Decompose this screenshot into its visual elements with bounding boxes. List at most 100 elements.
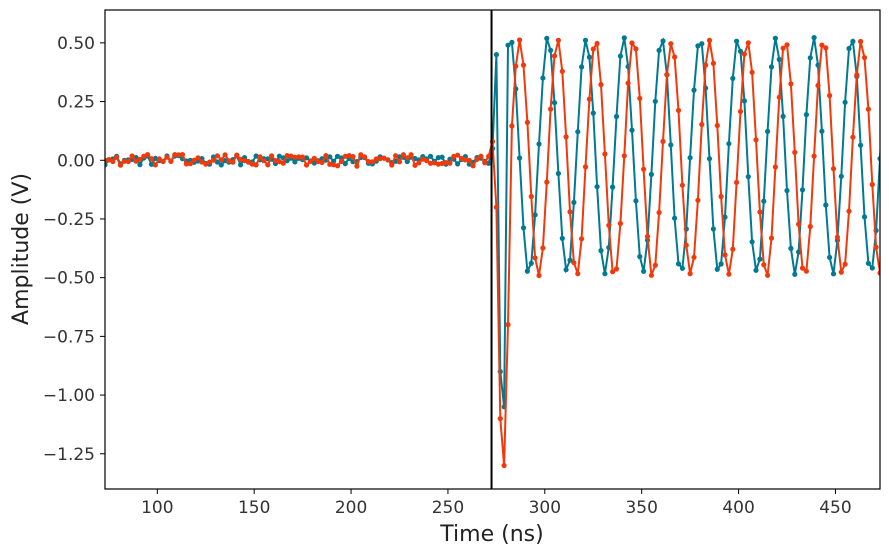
data-point — [319, 159, 325, 165]
data-point — [551, 100, 558, 106]
data-point — [819, 128, 825, 134]
data-point — [478, 153, 484, 159]
data-point — [160, 158, 166, 165]
data-point — [668, 142, 674, 148]
data-point — [827, 254, 833, 260]
data-point — [152, 162, 158, 168]
data-point — [455, 161, 461, 167]
data-point — [734, 38, 740, 44]
x-tick-label: 350 — [625, 498, 657, 518]
data-point — [780, 113, 786, 119]
data-point — [850, 38, 856, 45]
data-point — [811, 35, 817, 41]
data-point — [745, 174, 751, 180]
data-point — [168, 158, 174, 164]
data-point — [803, 112, 810, 118]
data-point — [858, 38, 864, 45]
data-point — [373, 156, 379, 162]
data-point — [846, 208, 852, 214]
data-point — [633, 198, 639, 204]
data-point — [652, 98, 658, 104]
data-point — [842, 261, 848, 267]
data-point — [234, 152, 240, 158]
data-point — [183, 161, 189, 167]
data-point — [334, 153, 341, 159]
y-tick-label: 0.00 — [57, 151, 95, 171]
y-tick-label: −1.00 — [43, 386, 95, 406]
data-point — [753, 267, 759, 273]
data-point — [311, 155, 317, 161]
data-point — [544, 35, 550, 42]
data-point — [598, 82, 604, 88]
data-point — [823, 45, 829, 51]
data-point — [590, 110, 596, 116]
data-point — [396, 159, 403, 165]
data-point — [129, 153, 135, 159]
data-point — [749, 239, 755, 245]
data-point — [664, 72, 670, 78]
data-point — [679, 265, 686, 271]
data-point — [257, 154, 263, 160]
data-point — [660, 38, 666, 44]
x-tick-label: 400 — [722, 498, 754, 518]
data-point — [672, 215, 678, 221]
data-point — [105, 162, 108, 168]
data-point — [648, 171, 655, 177]
data-point — [575, 129, 581, 135]
data-point — [644, 233, 651, 240]
data-point — [784, 42, 790, 48]
data-point — [427, 153, 434, 159]
data-point — [544, 179, 550, 185]
data-point — [125, 158, 131, 165]
data-point — [303, 155, 310, 161]
data-point — [799, 187, 806, 193]
y-tick-label: 0.50 — [57, 34, 95, 54]
x-tick-label: 300 — [529, 498, 561, 518]
data-point — [513, 63, 519, 69]
data-point — [679, 182, 686, 188]
data-point — [528, 193, 534, 200]
y-tick-label: −1.25 — [43, 445, 95, 465]
data-point — [865, 260, 872, 266]
data-point — [582, 37, 589, 43]
data-point — [807, 223, 813, 230]
data-point — [222, 152, 228, 158]
x-tick-label: 250 — [432, 498, 464, 518]
data-point — [714, 122, 720, 129]
data-point — [761, 198, 767, 204]
data-point — [164, 154, 170, 160]
data-point — [303, 162, 310, 168]
data-point — [393, 153, 399, 159]
data-point — [613, 113, 620, 120]
data-point — [792, 149, 798, 155]
data-point — [780, 45, 786, 51]
data-point — [276, 153, 282, 159]
data-point — [261, 158, 267, 164]
data-point — [726, 141, 732, 147]
data-point — [768, 235, 775, 241]
data-point — [819, 42, 825, 48]
data-point — [796, 221, 802, 227]
data-point — [253, 162, 259, 168]
data-point — [788, 245, 794, 251]
data-point — [493, 52, 499, 58]
data-point — [675, 261, 682, 267]
data-point — [404, 158, 410, 165]
data-point — [776, 56, 782, 63]
data-point — [195, 155, 201, 161]
data-point — [137, 162, 143, 168]
data-point — [439, 160, 445, 167]
data-point — [765, 272, 771, 278]
data-point — [563, 134, 569, 140]
data-point — [877, 156, 880, 162]
data-point — [524, 268, 531, 274]
data-point — [846, 45, 852, 52]
data-point — [803, 268, 810, 274]
data-point — [292, 159, 298, 165]
data-point — [114, 154, 120, 160]
data-point — [641, 268, 647, 274]
data-point — [365, 159, 372, 165]
data-point — [567, 257, 573, 263]
data-point — [633, 46, 639, 52]
